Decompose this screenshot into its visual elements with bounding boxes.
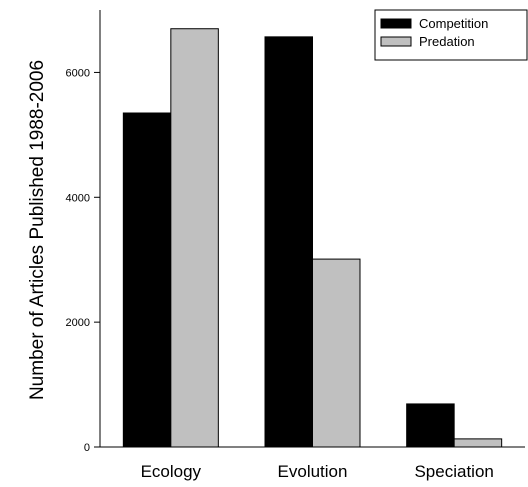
legend-swatch-competition [380,18,412,29]
legend-box [374,9,528,61]
y-tick-label: 0 [84,442,90,454]
legend-label-predation: Predation [419,34,475,49]
bar-predation-evolution [312,258,361,448]
legend-label-competition: Competition [419,16,488,31]
bar-competition-speciation [406,403,455,448]
y-tick-label: 6000 [66,67,90,79]
y-axis-label: Number of Articles Published 1988-2006 [27,60,48,400]
bar-predation-ecology [170,28,219,448]
x-tick-label: Ecology [141,462,202,481]
bar-predation-speciation [453,438,503,448]
legend-swatch-predation [380,36,412,47]
y-tick-label: 2000 [66,317,90,329]
bar-competition-ecology [122,112,172,448]
x-tick-label: Speciation [414,462,493,481]
y-tick-label: 4000 [66,192,90,204]
bar-competition-evolution [264,36,313,448]
plot-area: 0 2000 4000 6000 Ecology Evolution Speciation C… [66,9,528,481]
x-tick-label: Evolution [278,462,348,481]
